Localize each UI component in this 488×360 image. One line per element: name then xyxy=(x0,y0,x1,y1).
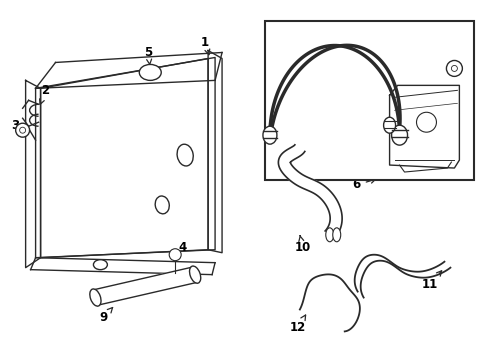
Text: 8: 8 xyxy=(327,76,335,89)
Ellipse shape xyxy=(391,125,407,145)
Text: 3: 3 xyxy=(12,119,22,132)
Text: 5: 5 xyxy=(144,46,152,65)
Text: 10: 10 xyxy=(294,235,310,254)
Text: 2: 2 xyxy=(40,84,49,104)
Ellipse shape xyxy=(383,117,395,133)
Polygon shape xyxy=(389,85,458,168)
Text: 12: 12 xyxy=(289,315,305,334)
Ellipse shape xyxy=(325,228,333,242)
Ellipse shape xyxy=(90,289,101,306)
Text: 1: 1 xyxy=(201,36,209,55)
Circle shape xyxy=(169,249,181,261)
Ellipse shape xyxy=(93,260,107,270)
Text: 6: 6 xyxy=(352,178,375,192)
Text: 11: 11 xyxy=(421,271,441,291)
Ellipse shape xyxy=(263,126,276,144)
Ellipse shape xyxy=(332,228,340,242)
Circle shape xyxy=(446,60,462,76)
Ellipse shape xyxy=(139,64,161,80)
Text: 4: 4 xyxy=(176,241,186,260)
Circle shape xyxy=(16,123,30,137)
Ellipse shape xyxy=(189,266,201,283)
Polygon shape xyxy=(93,267,197,305)
Ellipse shape xyxy=(177,144,193,166)
Bar xyxy=(264,21,473,180)
Text: 9: 9 xyxy=(99,307,112,324)
Polygon shape xyxy=(278,145,342,239)
Text: 7: 7 xyxy=(425,54,442,67)
Ellipse shape xyxy=(155,196,169,214)
